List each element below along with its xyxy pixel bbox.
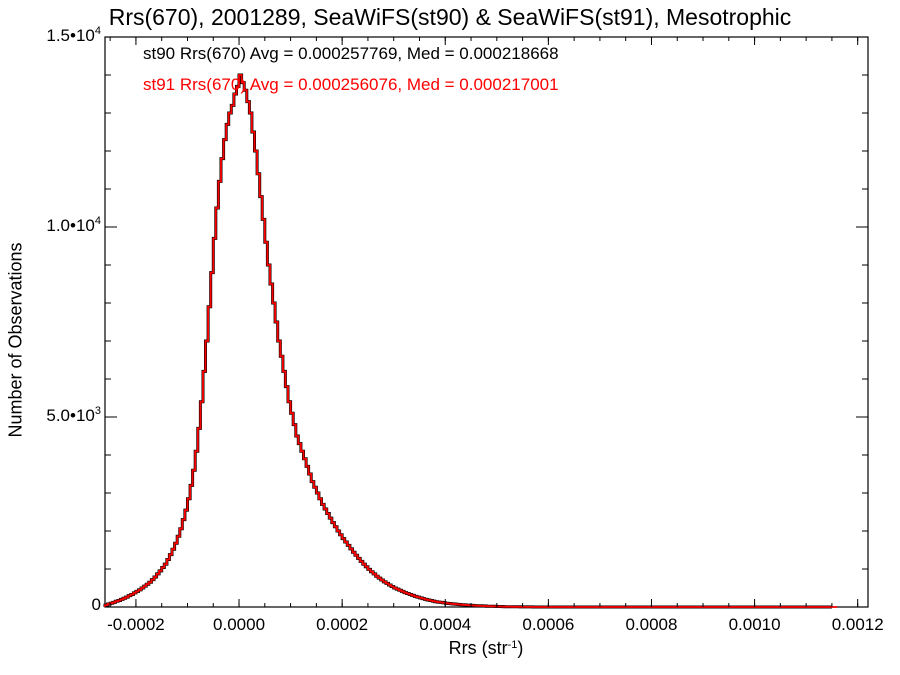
x-tick-label-5: 0.0008 <box>625 615 678 634</box>
y-tick-label-exp: 3 <box>94 405 101 417</box>
annotation-st90: st90 Rrs(670) Avg = 0.000257769, Med = 0… <box>143 44 559 63</box>
y-tick-label-base: 5.0•10 <box>46 406 95 425</box>
annotation-st91: st91 Rrs(670) Avg = 0.000256076, Med = 0… <box>143 75 559 94</box>
chart-title: Rrs(670), 2001289, SeaWiFS(st90) & SeaWi… <box>108 4 792 30</box>
y-tick-label-base: 1.0•10 <box>46 216 95 235</box>
x-tick-label-1: 0.0000 <box>213 615 266 634</box>
plot-border <box>104 36 869 608</box>
series-st90 <box>103 73 832 609</box>
x-tick-label-3: 0.0004 <box>419 615 472 634</box>
x-axis-label-base: Rrs (str <box>448 638 508 658</box>
series-layer <box>103 73 838 609</box>
x-axis-label: Rrs (str-1) <box>449 638 524 659</box>
x-tick-label-7: 0.0012 <box>831 615 884 634</box>
y-tick-label-base: 0 <box>91 595 101 614</box>
y-tick-label-exp: 4 <box>94 215 101 227</box>
y-tick-label-3: 1.5•104 <box>1 25 101 46</box>
x-tick-label-6: 0.0010 <box>728 615 781 634</box>
y-tick-label-2: 1.0•104 <box>1 215 101 236</box>
plot-frame <box>104 36 869 608</box>
x-tick-label-0: -0.0002 <box>107 615 165 634</box>
x-axis-label-end: ) <box>517 638 524 658</box>
x-tick-label-4: 0.0006 <box>522 615 575 634</box>
series-st91 <box>104 74 838 608</box>
y-tick-label-0: 0 <box>1 595 101 615</box>
x-tick-label-2: 0.0002 <box>316 615 369 634</box>
y-tick-label-1: 5.0•103 <box>1 405 101 426</box>
y-tick-label-base: 1.5•10 <box>46 26 95 45</box>
x-axis-label-sup: -1 <box>507 639 518 651</box>
ticks-layer <box>105 36 868 608</box>
y-tick-label-exp: 4 <box>94 25 101 37</box>
